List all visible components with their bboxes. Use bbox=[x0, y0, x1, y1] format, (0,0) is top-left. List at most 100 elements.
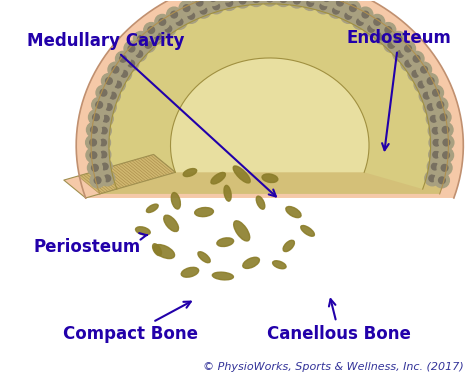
Ellipse shape bbox=[183, 169, 197, 177]
Circle shape bbox=[86, 135, 100, 150]
Circle shape bbox=[423, 74, 438, 88]
Circle shape bbox=[148, 27, 155, 33]
Ellipse shape bbox=[198, 252, 210, 263]
Text: Medullary Cavity: Medullary Cavity bbox=[27, 32, 276, 196]
Circle shape bbox=[128, 60, 135, 67]
Circle shape bbox=[409, 51, 424, 66]
Polygon shape bbox=[91, 0, 448, 194]
Circle shape bbox=[100, 89, 107, 96]
Circle shape bbox=[96, 147, 111, 162]
Circle shape bbox=[106, 78, 112, 84]
Ellipse shape bbox=[171, 193, 181, 209]
Circle shape bbox=[91, 127, 97, 133]
Circle shape bbox=[438, 177, 445, 184]
Text: Periosteum: Periosteum bbox=[34, 233, 147, 255]
Circle shape bbox=[145, 42, 152, 48]
Circle shape bbox=[428, 159, 442, 174]
Circle shape bbox=[443, 152, 449, 158]
Text: Endosteum: Endosteum bbox=[346, 29, 451, 150]
Circle shape bbox=[90, 152, 97, 158]
Circle shape bbox=[437, 102, 444, 108]
Circle shape bbox=[356, 19, 364, 25]
Circle shape bbox=[405, 45, 411, 52]
Circle shape bbox=[433, 151, 439, 158]
Circle shape bbox=[307, 0, 314, 6]
Circle shape bbox=[172, 14, 187, 30]
Circle shape bbox=[90, 139, 96, 146]
Circle shape bbox=[429, 147, 444, 162]
Ellipse shape bbox=[262, 174, 278, 183]
Ellipse shape bbox=[233, 166, 250, 183]
Circle shape bbox=[427, 78, 434, 84]
Circle shape bbox=[293, 0, 300, 4]
Circle shape bbox=[378, 33, 385, 40]
Circle shape bbox=[196, 3, 211, 18]
Circle shape bbox=[428, 104, 434, 110]
Circle shape bbox=[200, 7, 207, 14]
Circle shape bbox=[86, 148, 101, 163]
Circle shape bbox=[425, 171, 440, 186]
Circle shape bbox=[438, 148, 454, 163]
Circle shape bbox=[428, 85, 444, 100]
Ellipse shape bbox=[217, 238, 234, 246]
Circle shape bbox=[442, 127, 449, 133]
Circle shape bbox=[362, 11, 369, 18]
Circle shape bbox=[328, 3, 344, 18]
Circle shape bbox=[440, 114, 447, 121]
Circle shape bbox=[100, 171, 115, 186]
Circle shape bbox=[346, 1, 360, 16]
Ellipse shape bbox=[283, 240, 294, 252]
Circle shape bbox=[184, 8, 199, 23]
Circle shape bbox=[353, 14, 367, 30]
Circle shape bbox=[417, 62, 431, 77]
Circle shape bbox=[421, 66, 428, 73]
Circle shape bbox=[249, 0, 264, 6]
Circle shape bbox=[179, 1, 194, 16]
Circle shape bbox=[196, 0, 203, 6]
Circle shape bbox=[150, 29, 165, 44]
Text: © PhysioWorks, Sports & Wellness, Inc. (2017): © PhysioWorks, Sports & Wellness, Inc. (… bbox=[202, 362, 463, 372]
Polygon shape bbox=[109, 4, 430, 189]
Circle shape bbox=[239, 0, 246, 4]
Circle shape bbox=[136, 51, 143, 57]
Circle shape bbox=[429, 135, 444, 150]
Circle shape bbox=[141, 38, 155, 52]
Circle shape bbox=[159, 19, 165, 25]
Circle shape bbox=[165, 25, 172, 32]
Circle shape bbox=[112, 66, 119, 73]
Circle shape bbox=[266, 0, 273, 2]
Ellipse shape bbox=[164, 215, 179, 232]
Circle shape bbox=[280, 0, 287, 2]
Circle shape bbox=[104, 175, 110, 182]
Circle shape bbox=[443, 139, 450, 146]
Circle shape bbox=[183, 5, 190, 11]
Circle shape bbox=[88, 160, 102, 175]
Circle shape bbox=[155, 14, 170, 29]
Circle shape bbox=[209, 0, 224, 14]
Circle shape bbox=[323, 0, 330, 2]
Ellipse shape bbox=[195, 207, 213, 217]
Circle shape bbox=[96, 85, 111, 100]
Circle shape bbox=[192, 0, 207, 10]
Circle shape bbox=[433, 89, 439, 96]
Circle shape bbox=[206, 0, 220, 6]
Circle shape bbox=[102, 116, 109, 122]
Circle shape bbox=[374, 19, 381, 25]
Circle shape bbox=[167, 7, 182, 22]
Circle shape bbox=[105, 104, 112, 110]
Circle shape bbox=[121, 70, 128, 77]
Circle shape bbox=[96, 102, 102, 108]
Circle shape bbox=[96, 123, 111, 138]
Circle shape bbox=[381, 23, 396, 38]
Polygon shape bbox=[78, 155, 175, 194]
Circle shape bbox=[435, 173, 449, 188]
Circle shape bbox=[430, 116, 437, 122]
Circle shape bbox=[423, 100, 438, 114]
Circle shape bbox=[100, 127, 107, 134]
Circle shape bbox=[262, 0, 277, 6]
Circle shape bbox=[439, 135, 454, 150]
Circle shape bbox=[100, 151, 107, 158]
Polygon shape bbox=[64, 176, 100, 198]
Circle shape bbox=[345, 13, 352, 19]
Circle shape bbox=[412, 70, 419, 77]
